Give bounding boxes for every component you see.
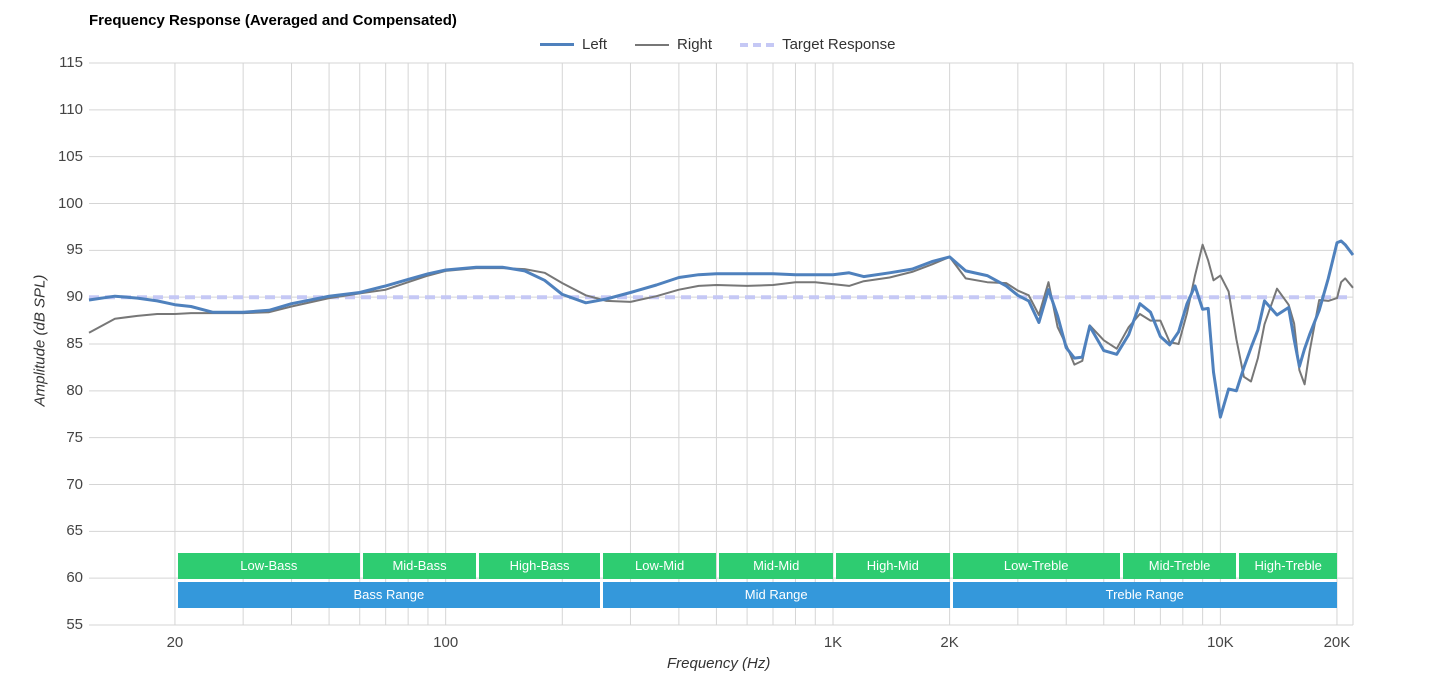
sub-range-band: Mid-Mid: [719, 553, 833, 579]
main-range-band: Mid Range: [602, 582, 950, 608]
y-tick-label: 105: [57, 147, 83, 165]
y-tick-label: 70: [66, 475, 83, 493]
x-tick-label: 1K: [823, 634, 843, 651]
sub-range-band: Mid-Bass: [362, 553, 477, 579]
sub-range-band: High-Treble: [1239, 553, 1337, 579]
legend-swatch-left: [540, 43, 574, 46]
y-tick-label: 110: [59, 100, 83, 118]
legend-label-right: Right: [677, 36, 713, 53]
main-range-band: Treble Range: [952, 582, 1337, 608]
y-tick-label: 95: [66, 241, 83, 259]
sub-range-band: High-Mid: [836, 553, 950, 579]
y-tick-label: 115: [59, 54, 83, 71]
sub-range-band: Low-Treble: [952, 553, 1120, 579]
x-tick-label: 10K: [1207, 634, 1234, 651]
y-tick-label: 90: [66, 288, 83, 306]
x-tick-label: 20: [166, 634, 184, 651]
y-tick-label: 80: [66, 381, 83, 399]
y-tick-label: 75: [66, 428, 83, 446]
sub-range-band: Mid-Treble: [1122, 553, 1237, 579]
sub-range-band: High-Bass: [479, 553, 600, 579]
y-tick-label: 100: [57, 194, 83, 212]
main-range-band: Bass Range: [177, 582, 600, 608]
sub-range-band: Low-Bass: [177, 553, 360, 579]
y-tick-label: 85: [66, 335, 83, 352]
legend-item-right[interactable]: Right: [635, 36, 712, 53]
y-axis-label: Amplitude (dB SPL): [31, 274, 49, 407]
sub-range-band: Low-Mid: [602, 553, 717, 579]
x-tick-label: 100: [433, 634, 459, 651]
legend-item-left[interactable]: Left: [540, 36, 607, 53]
legend-swatch-right: [635, 43, 670, 46]
legend-swatch-target: [740, 42, 775, 47]
left-channel-line: [88, 239, 1355, 419]
x-tick-label: 2K: [940, 634, 959, 651]
x-tick-label: 20K: [1323, 634, 1351, 651]
x-axis-label: Frequency (Hz): [667, 655, 771, 672]
y-tick-label: 65: [66, 522, 83, 540]
legend-label-target: Target Response: [782, 36, 896, 53]
legend-item-target[interactable]: Target Response: [740, 36, 895, 53]
y-tick-label: 55: [66, 616, 83, 633]
chart-title: Frequency Response (Averaged and Compens…: [89, 12, 457, 29]
y-tick-label: 60: [66, 569, 83, 587]
chart-legend: Left Right Target Response: [540, 36, 895, 53]
legend-label-left: Left: [582, 36, 608, 53]
right-channel-line: [88, 243, 1354, 386]
